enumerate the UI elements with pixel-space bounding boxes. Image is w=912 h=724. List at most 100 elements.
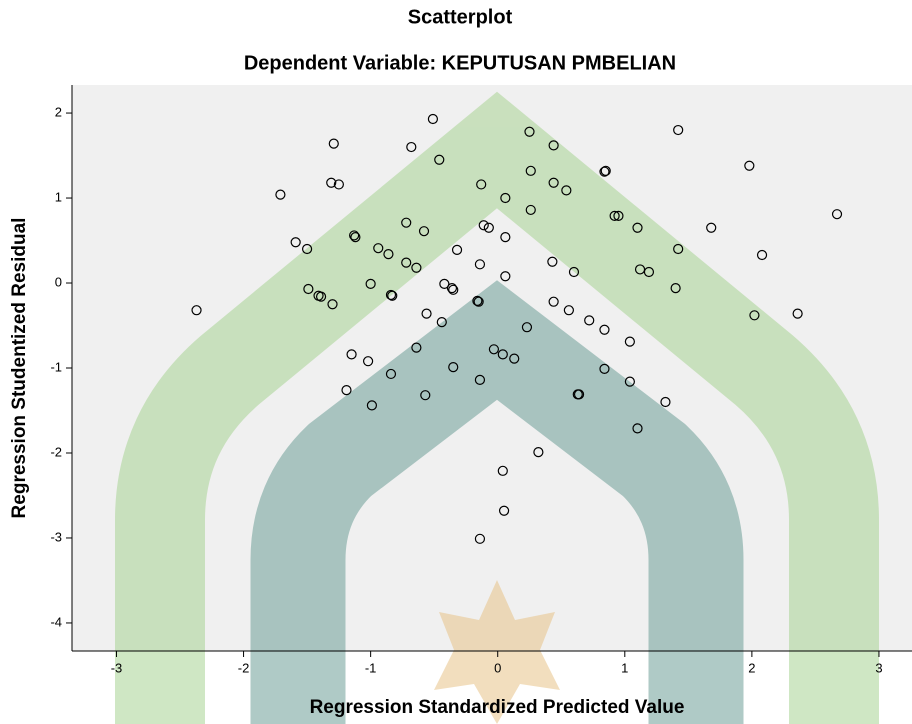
point — [387, 290, 398, 301]
point — [448, 284, 459, 295]
point — [418, 226, 430, 237]
point — [613, 210, 624, 221]
point — [350, 232, 361, 243]
point — [525, 204, 536, 216]
point — [792, 308, 803, 319]
point — [756, 249, 768, 261]
point — [497, 465, 508, 476]
point — [327, 299, 338, 310]
y-tick-label: -4 — [50, 614, 62, 629]
point — [548, 140, 559, 151]
point — [831, 209, 843, 220]
point — [385, 368, 397, 380]
point — [476, 179, 487, 190]
point — [599, 363, 610, 374]
point — [401, 257, 412, 268]
point — [427, 113, 439, 125]
point — [436, 317, 447, 328]
point — [670, 283, 681, 294]
point — [290, 237, 301, 248]
x-axis-label: Regression Standardized Predicted Value — [310, 697, 685, 718]
point — [525, 165, 536, 176]
watermark-arch — [250, 280, 744, 724]
point — [451, 244, 463, 255]
point — [383, 249, 394, 260]
y-tick-label: 1 — [55, 189, 62, 204]
point — [624, 376, 635, 387]
point — [366, 400, 378, 411]
watermark-arch — [115, 91, 879, 724]
y-tick-label: 2 — [55, 104, 62, 119]
point — [303, 283, 314, 295]
point — [749, 310, 760, 321]
point — [521, 322, 533, 333]
watermark — [115, 91, 879, 724]
point — [474, 533, 486, 544]
point — [411, 262, 422, 273]
point — [488, 344, 500, 355]
point — [421, 308, 432, 319]
point — [500, 192, 511, 204]
point — [643, 266, 655, 278]
point — [498, 505, 510, 516]
point — [474, 259, 486, 270]
point — [362, 356, 374, 367]
point — [584, 315, 595, 326]
point — [478, 220, 489, 231]
point — [563, 305, 574, 316]
point — [301, 243, 313, 255]
point — [434, 154, 445, 165]
point — [533, 447, 544, 458]
point — [573, 389, 585, 400]
point — [632, 423, 643, 434]
point — [497, 349, 508, 360]
x-tick-label: 2 — [748, 660, 755, 675]
point — [632, 222, 643, 233]
point — [706, 222, 717, 233]
y-tick-label: 0 — [55, 274, 62, 289]
point — [333, 179, 344, 190]
point — [191, 305, 202, 316]
x-tick-label: -3 — [111, 660, 123, 675]
point — [548, 296, 559, 307]
point — [411, 342, 422, 353]
point — [509, 353, 520, 364]
point — [744, 160, 755, 171]
point — [446, 283, 458, 294]
point — [548, 177, 559, 188]
x-tick-label: 1 — [621, 660, 628, 675]
point — [326, 177, 337, 188]
point — [346, 349, 357, 360]
point — [401, 217, 412, 228]
point — [341, 384, 352, 396]
point — [406, 141, 417, 153]
point — [483, 222, 494, 233]
point — [609, 210, 620, 221]
point — [373, 243, 384, 254]
point — [385, 289, 397, 301]
point — [624, 336, 635, 347]
y-axis-label: Regression Studentized Residual — [9, 218, 30, 519]
point — [474, 374, 486, 385]
point — [473, 296, 484, 307]
point — [472, 295, 483, 306]
x-tick-label: -2 — [238, 660, 250, 675]
point — [600, 165, 611, 176]
point — [673, 124, 684, 136]
point — [568, 266, 580, 278]
point — [448, 362, 459, 373]
y-tick-label: -1 — [50, 359, 62, 374]
point — [500, 271, 511, 282]
chart-title: Scatterplot — [408, 6, 513, 28]
x-tick-label: 0 — [494, 660, 501, 675]
point — [599, 166, 610, 177]
point — [349, 230, 360, 241]
point — [500, 232, 511, 243]
point — [420, 390, 431, 401]
point — [524, 126, 535, 137]
point — [328, 138, 339, 149]
point — [365, 278, 376, 289]
watermark-star — [434, 580, 560, 724]
point — [315, 291, 327, 302]
